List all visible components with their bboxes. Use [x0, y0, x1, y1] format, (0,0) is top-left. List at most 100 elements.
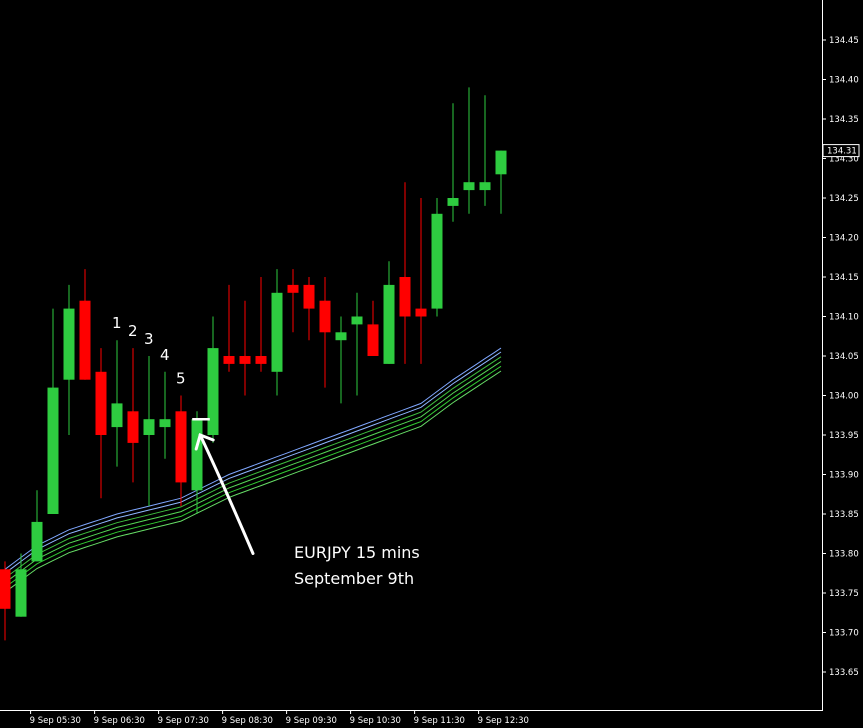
chart-note-line-1: EURJPY 15 mins — [294, 543, 420, 562]
candle — [287, 269, 299, 333]
y-tick-label: 133.70 — [829, 629, 859, 639]
candle — [175, 395, 187, 507]
candle-body — [351, 316, 363, 325]
candle-body — [383, 284, 395, 364]
x-tick-label: 9 Sep 10:30 — [350, 716, 401, 726]
candle — [447, 103, 459, 222]
candle-body — [447, 198, 459, 206]
current-price-label: 134.31 — [827, 147, 857, 157]
candle — [0, 561, 11, 641]
ribbon-line — [4, 351, 502, 574]
candle-body — [31, 521, 43, 562]
candle-body — [143, 419, 155, 435]
candle-body — [15, 569, 27, 617]
y-tick-label: 134.00 — [829, 392, 859, 402]
candle-body — [63, 308, 75, 380]
count-label: 2 — [128, 322, 138, 340]
candle — [143, 356, 155, 507]
annotations: 1 2 345 — [112, 314, 255, 555]
count-label: 3 — [144, 330, 154, 348]
candle — [191, 411, 203, 514]
candle — [319, 277, 331, 388]
y-tick-label: 134.15 — [829, 273, 859, 283]
candle — [399, 182, 411, 364]
y-tick-label: 134.25 — [829, 194, 859, 204]
x-tick-label: 9 Sep 08:30 — [222, 716, 273, 726]
candle — [479, 95, 491, 206]
count-label: 4 — [160, 346, 170, 364]
candle-body — [399, 277, 411, 317]
candle-body — [415, 308, 427, 317]
chart-note-line-2: September 9th — [294, 569, 414, 588]
y-tick-label: 134.45 — [829, 36, 859, 46]
candle — [47, 308, 59, 514]
candle — [463, 87, 475, 214]
y-tick-label: 134.40 — [829, 76, 859, 86]
candle — [63, 284, 75, 435]
candle — [127, 348, 139, 483]
arrow-head — [194, 433, 215, 451]
candle-body — [479, 182, 491, 191]
candle-body — [79, 300, 91, 380]
ribbon-line — [4, 347, 502, 570]
candle — [415, 198, 427, 364]
candle-body — [159, 419, 171, 428]
candle — [271, 269, 283, 396]
candle-body — [0, 569, 11, 609]
candle — [351, 292, 363, 396]
candle — [31, 490, 43, 562]
y-tick-label: 133.85 — [829, 510, 859, 520]
candle-body — [127, 411, 139, 443]
candle-body — [47, 387, 59, 514]
candle-body — [271, 292, 283, 372]
candle — [383, 261, 395, 364]
candle-body — [255, 356, 267, 364]
candle — [207, 316, 219, 443]
candles — [0, 87, 507, 641]
candle-body — [463, 182, 475, 191]
candle-body — [95, 371, 107, 435]
x-tick-label: 9 Sep 12:30 — [478, 716, 529, 726]
candle-body — [287, 284, 299, 293]
y-tick-label: 133.75 — [829, 589, 859, 599]
candle-body — [111, 403, 123, 428]
candle — [15, 553, 27, 617]
moving-average-ribbon — [4, 347, 502, 593]
x-tick-label: 9 Sep 11:30 — [414, 716, 465, 726]
y-tick-label: 133.80 — [829, 550, 859, 560]
candle — [239, 300, 251, 396]
candle — [495, 150, 507, 214]
y-tick-label: 133.65 — [829, 668, 859, 678]
candle — [95, 348, 107, 499]
x-tick-label: 9 Sep 07:30 — [158, 716, 209, 726]
candle — [335, 316, 347, 404]
ribbon-line — [4, 370, 502, 593]
candle-body — [191, 419, 203, 491]
candle-body — [175, 411, 187, 483]
arrow-shaft — [198, 433, 255, 555]
candle-body — [223, 356, 235, 364]
count-label: 5 — [176, 370, 186, 388]
current-price-box — [822, 144, 860, 158]
candle — [79, 269, 91, 380]
x-tick-label: 9 Sep 09:30 — [286, 716, 337, 726]
y-tick-label: 134.30 — [829, 155, 859, 165]
y-tick-label: 134.10 — [829, 313, 859, 323]
candle — [367, 300, 379, 356]
candle — [431, 198, 443, 317]
candle-body — [367, 324, 379, 356]
candle-body — [207, 348, 219, 435]
candle — [255, 277, 267, 372]
x-tick-label: 9 Sep 05:30 — [30, 716, 81, 726]
candle — [303, 277, 315, 341]
y-tick-label: 134.35 — [829, 115, 859, 125]
count-label: 1 — [112, 314, 122, 332]
y-tick-label: 133.90 — [829, 471, 859, 481]
ribbon-line — [4, 365, 502, 588]
candle-body — [319, 300, 331, 333]
candle — [223, 284, 235, 372]
y-tick-label: 133.95 — [829, 431, 859, 441]
